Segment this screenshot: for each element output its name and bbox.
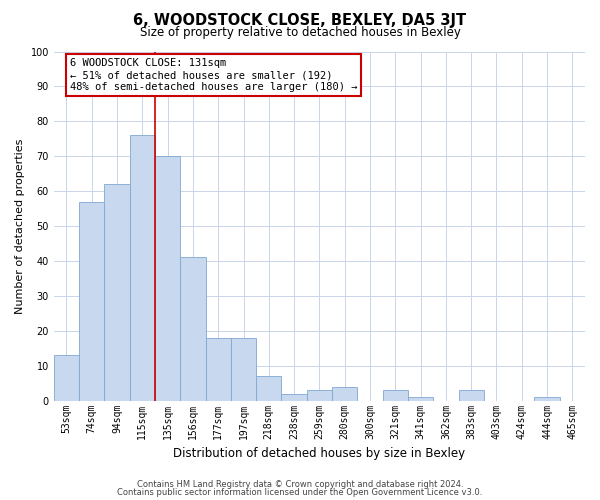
Y-axis label: Number of detached properties: Number of detached properties [15, 138, 25, 314]
Text: 6 WOODSTOCK CLOSE: 131sqm
← 51% of detached houses are smaller (192)
48% of semi: 6 WOODSTOCK CLOSE: 131sqm ← 51% of detac… [70, 58, 357, 92]
Bar [206, 338, 231, 400]
Bar [408, 397, 433, 400]
Text: Contains public sector information licensed under the Open Government Licence v3: Contains public sector information licen… [118, 488, 482, 497]
Bar [130, 136, 155, 400]
Text: Contains HM Land Registry data © Crown copyright and database right 2024.: Contains HM Land Registry data © Crown c… [137, 480, 463, 489]
Bar [155, 156, 180, 400]
Bar [256, 376, 281, 400]
Text: 6, WOODSTOCK CLOSE, BEXLEY, DA5 3JT: 6, WOODSTOCK CLOSE, BEXLEY, DA5 3JT [133, 12, 467, 28]
Bar [307, 390, 332, 400]
Bar [180, 258, 206, 400]
Bar [54, 356, 79, 401]
Bar [332, 386, 358, 400]
Text: Size of property relative to detached houses in Bexley: Size of property relative to detached ho… [140, 26, 460, 39]
Bar [535, 397, 560, 400]
X-axis label: Distribution of detached houses by size in Bexley: Distribution of detached houses by size … [173, 447, 466, 460]
Bar [281, 394, 307, 400]
Bar [104, 184, 130, 400]
Bar [231, 338, 256, 400]
Bar [383, 390, 408, 400]
Bar [79, 202, 104, 400]
Bar [458, 390, 484, 400]
